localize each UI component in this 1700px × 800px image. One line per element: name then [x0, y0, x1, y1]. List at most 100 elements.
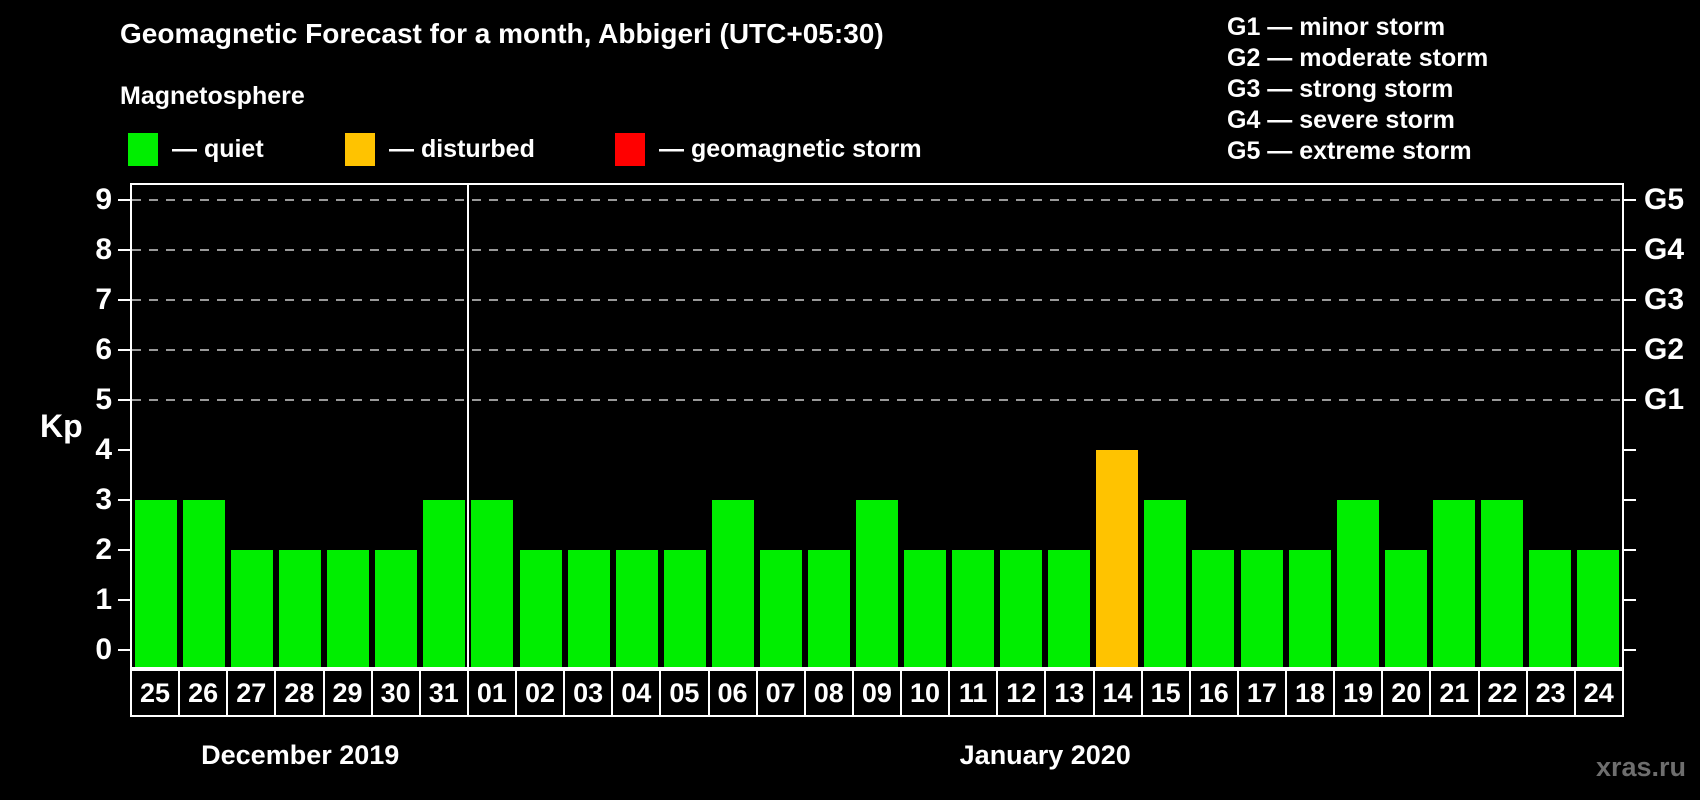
- date-cell-23: 23: [1525, 671, 1574, 715]
- date-cell-21: 21: [1429, 671, 1477, 715]
- y-axis-label-1: 1: [95, 583, 112, 616]
- kp-bar-13: [1048, 550, 1091, 667]
- date-cell-22: 22: [1477, 671, 1526, 715]
- kp-bar-11: [952, 550, 995, 667]
- left-tick-4: [118, 449, 130, 451]
- right-tick-2: [1624, 549, 1636, 551]
- y-axis-label-0: 0: [95, 633, 112, 666]
- right-tick-9: [1624, 199, 1636, 201]
- right-axis-label-g3: G3: [1644, 283, 1685, 316]
- storm-legend-g3: G3 — strong storm: [1227, 75, 1454, 103]
- kp-bar-28: [279, 550, 322, 667]
- right-tick-5: [1624, 399, 1636, 401]
- date-cell-03: 03: [563, 671, 611, 715]
- right-axis-label-g2: G2: [1644, 333, 1685, 366]
- kp-bar-05: [663, 550, 706, 667]
- kp-bar-19: [1336, 500, 1379, 667]
- date-cell-10: 10: [900, 671, 948, 715]
- kp-bar-10: [904, 550, 947, 667]
- kp-bar-20: [1384, 550, 1427, 667]
- gridline-kp9: [132, 199, 1622, 201]
- right-tick-1: [1624, 599, 1636, 601]
- date-cell-14: 14: [1092, 671, 1141, 715]
- legend-item-quiet: — quiet: [128, 130, 264, 168]
- date-cell-18: 18: [1285, 671, 1333, 715]
- kp-bar-01: [471, 500, 514, 667]
- left-tick-5: [118, 399, 130, 401]
- date-cell-04: 04: [611, 671, 659, 715]
- left-tick-6: [118, 349, 130, 351]
- date-cell-15: 15: [1140, 671, 1189, 715]
- date-cell-31: 31: [418, 671, 467, 715]
- left-tick-2: [118, 549, 130, 551]
- legend-item-storm: — geomagnetic storm: [615, 130, 922, 168]
- date-cell-28: 28: [274, 671, 322, 715]
- left-tick-9: [118, 199, 130, 201]
- month-label-0: December 2019: [201, 740, 400, 770]
- date-cell-11: 11: [948, 671, 996, 715]
- page-title: Geomagnetic Forecast for a month, Abbige…: [120, 18, 884, 49]
- date-cell-02: 02: [515, 671, 563, 715]
- y-axis-label-5: 5: [95, 383, 112, 416]
- date-cell-07: 07: [755, 671, 804, 715]
- date-cell-05: 05: [659, 671, 707, 715]
- kp-bar-09: [856, 500, 898, 667]
- date-cell-12: 12: [996, 671, 1044, 715]
- kp-bar-03: [567, 550, 610, 667]
- gridline-kp7: [132, 299, 1622, 301]
- right-tick-8: [1624, 249, 1636, 251]
- date-cell-29: 29: [322, 671, 371, 715]
- date-cell-19: 19: [1333, 671, 1381, 715]
- left-tick-1: [118, 599, 130, 601]
- date-cell-01: 01: [466, 671, 515, 715]
- left-tick-8: [118, 249, 130, 251]
- date-cell-08: 08: [803, 671, 852, 715]
- left-tick-0: [118, 649, 130, 651]
- date-cell-09: 09: [851, 671, 900, 715]
- magnetosphere-legend: — quiet — disturbed — geomagnetic storm: [0, 130, 1100, 168]
- y-axis-label-9: 9: [95, 183, 112, 216]
- right-axis-label-g1: G1: [1644, 383, 1685, 416]
- date-axis: 25 26 27 28 29 30 31 01 02 03 04 05 06 07 08 09 10 11 12 13…: [130, 669, 1624, 717]
- right-tick-0: [1624, 649, 1636, 651]
- legend-label-disturbed: — disturbed: [389, 134, 535, 163]
- month-separator: [467, 183, 470, 669]
- date-cell-13: 13: [1044, 671, 1092, 715]
- gridline-kp8: [132, 249, 1622, 251]
- magnetosphere-label: Magnetosphere: [120, 82, 305, 110]
- kp-bar-07: [759, 550, 802, 667]
- month-label-1: January 2020: [959, 740, 1131, 770]
- date-cell-16: 16: [1188, 671, 1237, 715]
- gridline-kp6: [132, 349, 1622, 351]
- date-cell-26: 26: [178, 671, 226, 715]
- kp-bar-30: [375, 550, 418, 667]
- kp-bar-26: [183, 500, 226, 667]
- kp-bar-15: [1144, 500, 1187, 667]
- y-axis-label-8: 8: [95, 233, 112, 266]
- kp-bar-06: [711, 500, 754, 667]
- date-cell-06: 06: [707, 671, 756, 715]
- y-axis-label-6: 6: [95, 333, 112, 366]
- kp-bar-18: [1288, 550, 1331, 667]
- date-cell-17: 17: [1236, 671, 1285, 715]
- right-tick-4: [1624, 449, 1636, 451]
- legend-label-quiet: — quiet: [172, 134, 264, 163]
- kp-bar-24: [1576, 550, 1619, 667]
- quiet-swatch: [128, 132, 158, 166]
- storm-legend-g1: G1 — minor storm: [1227, 13, 1446, 41]
- y-axis-label-3: 3: [95, 483, 112, 516]
- kp-bar-14: [1096, 450, 1139, 667]
- kp-bar-08: [807, 550, 850, 667]
- right-tick-7: [1624, 299, 1636, 301]
- y-axis-label-4: 4: [95, 433, 112, 466]
- date-cell-27: 27: [226, 671, 274, 715]
- storm-legend-g2: G2 — moderate storm: [1227, 44, 1489, 72]
- right-axis-label-g4: G4: [1644, 233, 1685, 266]
- date-cell-20: 20: [1381, 671, 1429, 715]
- gridline-kp5: [132, 399, 1622, 401]
- date-cell-24: 24: [1573, 671, 1622, 715]
- kp-bar-23: [1528, 550, 1571, 667]
- kp-bar-22: [1480, 500, 1523, 667]
